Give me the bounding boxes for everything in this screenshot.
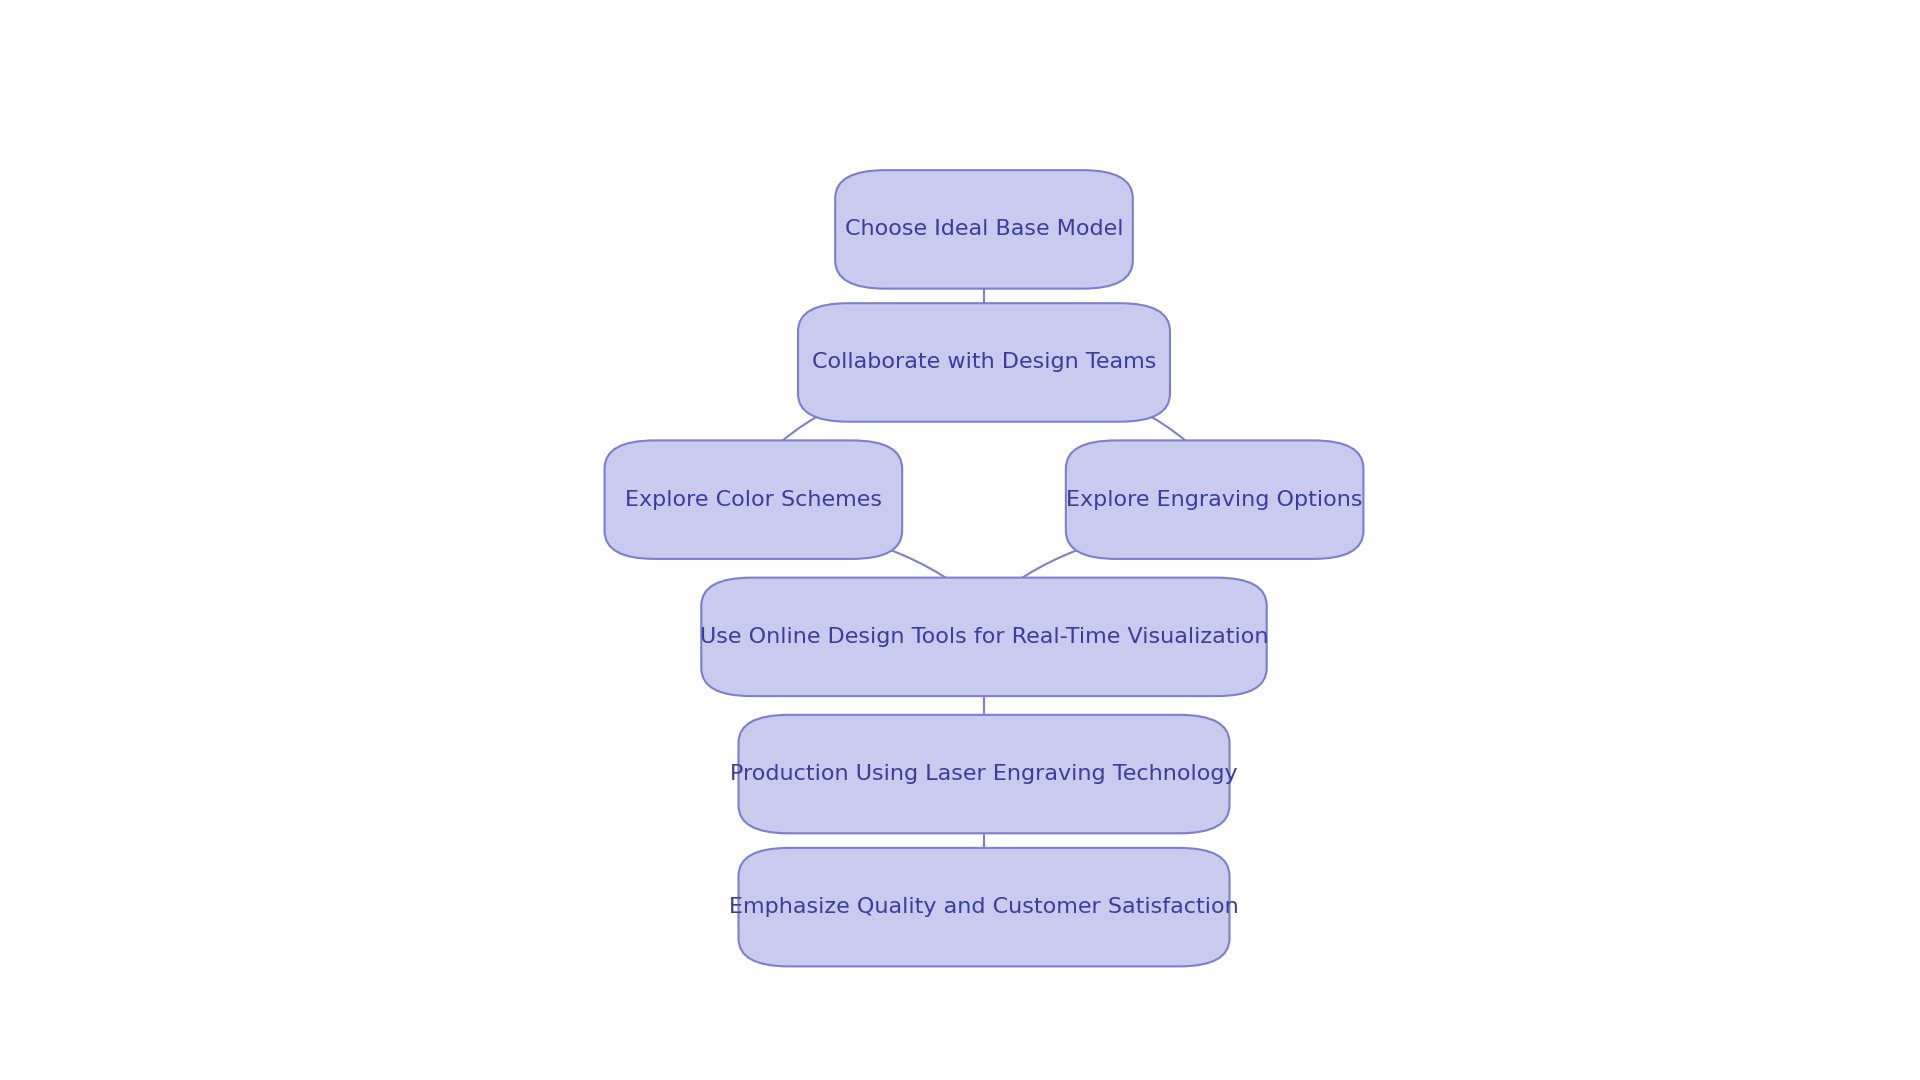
Text: Use Online Design Tools for Real-Time Visualization: Use Online Design Tools for Real-Time Vi… (699, 626, 1269, 647)
Text: Collaborate with Design Teams: Collaborate with Design Teams (812, 352, 1156, 373)
FancyBboxPatch shape (799, 303, 1169, 421)
FancyBboxPatch shape (1066, 441, 1363, 559)
Text: Explore Color Schemes: Explore Color Schemes (624, 489, 881, 510)
FancyBboxPatch shape (605, 441, 902, 559)
Text: Emphasize Quality and Customer Satisfaction: Emphasize Quality and Customer Satisfact… (730, 897, 1238, 917)
FancyBboxPatch shape (739, 715, 1229, 834)
FancyBboxPatch shape (701, 578, 1267, 697)
FancyBboxPatch shape (739, 848, 1229, 967)
Text: Choose Ideal Base Model: Choose Ideal Base Model (845, 219, 1123, 240)
Text: Production Using Laser Engraving Technology: Production Using Laser Engraving Technol… (730, 764, 1238, 784)
Text: Explore Engraving Options: Explore Engraving Options (1066, 489, 1363, 510)
FancyBboxPatch shape (835, 171, 1133, 288)
